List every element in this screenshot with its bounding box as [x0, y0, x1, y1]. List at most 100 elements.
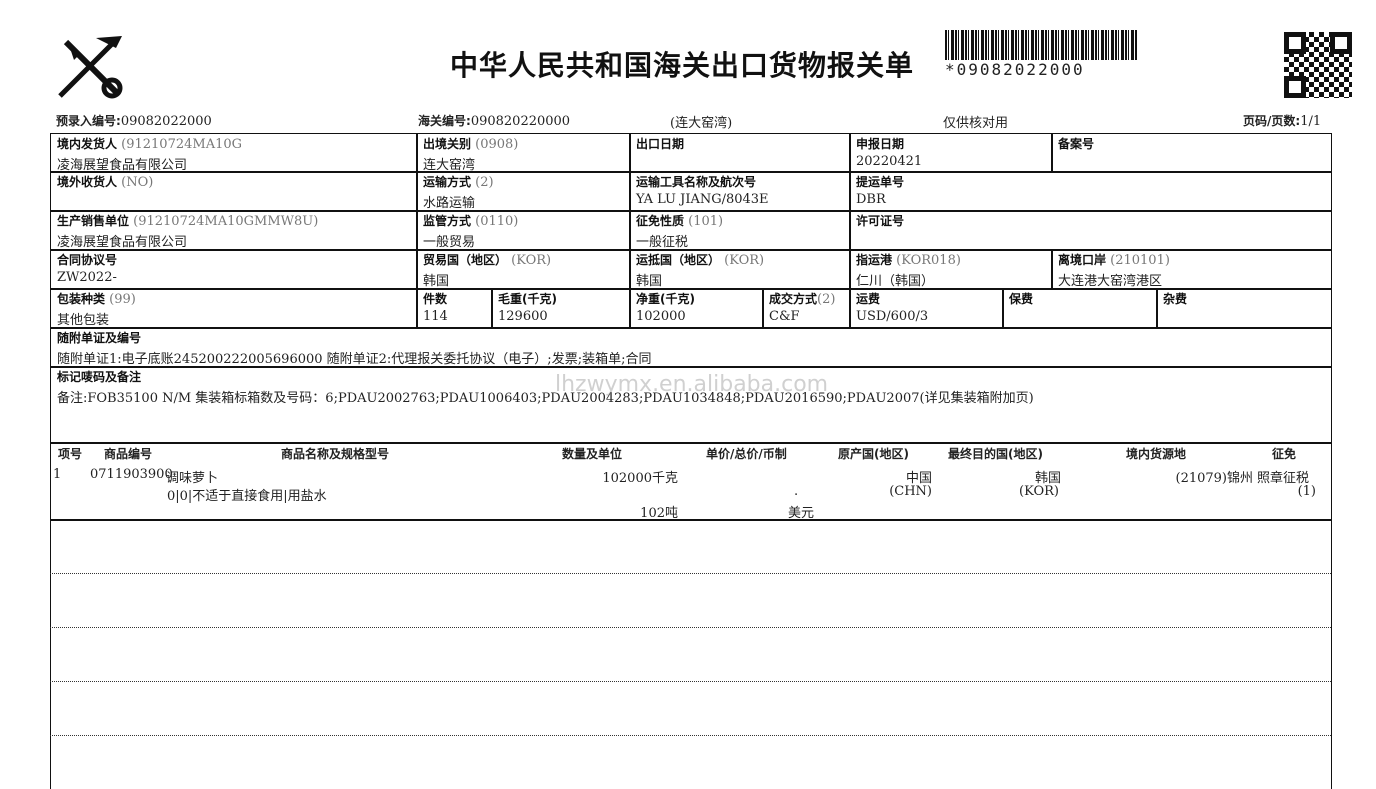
row-divider: [50, 627, 1331, 628]
field-gross-weight: 毛重(千克) 129600: [491, 288, 631, 329]
customs-number-value: 090820220000: [470, 114, 571, 129]
field-documents: 随附单证及编号 随附单证1:电子底账245200222005696000 随附单证…: [50, 327, 1332, 368]
item-origin-code: (CHN): [889, 484, 932, 499]
field-label: 境内发货人: [57, 137, 118, 151]
field-value: 一般征税: [636, 235, 689, 250]
field-code: (0908): [475, 137, 519, 152]
field-label: 净重(千克): [636, 292, 695, 306]
field-export-date: 出口日期: [629, 133, 851, 173]
field-contract: 合同协议号 ZW2022-: [50, 249, 418, 290]
field-value: 129600: [498, 309, 548, 324]
field-value: 102000: [636, 309, 686, 324]
col-header-source: 境内货源地: [1126, 447, 1187, 461]
field-label: 运费: [856, 292, 881, 306]
pre-entry-value: 09082022000: [120, 114, 212, 129]
field-exit-port: 离境口岸 (210101) 大连港大窑湾港区: [1051, 249, 1332, 290]
field-code: (2): [817, 292, 836, 307]
field-label: 贸易国（地区）: [423, 253, 508, 267]
field-label: 生产销售单位: [57, 214, 130, 228]
pre-entry-number: 预录入编号:09082022000: [56, 112, 212, 129]
item-destination: 韩国: [1034, 471, 1061, 486]
port-note: (连大窑湾): [670, 116, 733, 131]
field-code: (2): [475, 175, 494, 190]
field-label: 件数: [423, 292, 448, 306]
field-label: 保费: [1009, 292, 1034, 306]
qr-code: [1284, 32, 1352, 98]
field-label: 合同协议号: [57, 253, 118, 267]
field-label: 出口日期: [636, 137, 685, 151]
field-code: (210101): [1110, 253, 1170, 268]
field-marks-remarks: 标记唛码及备注备注:FOB35100 N/M 集装箱标箱数及号码：6;PDAU2…: [50, 366, 1332, 444]
col-header-name-spec: 商品名称及规格型号: [281, 447, 390, 461]
field-label: 提运单号: [856, 175, 905, 189]
field-label: 征免性质: [636, 214, 685, 228]
field-code: (91210724MA10GMMW8U): [133, 214, 319, 229]
field-producer: 生产销售单位 (91210724MA10GMMW8U) 凌海展望食品有限公司: [50, 210, 418, 251]
field-value: 凌海展望食品有限公司: [57, 235, 188, 250]
field-terms: 成交方式(2) C&F: [762, 288, 851, 329]
field-code: (101): [688, 214, 724, 229]
field-label: 成交方式: [769, 292, 818, 306]
field-value: 凌海展望食品有限公司: [57, 158, 188, 173]
page-title: 中华人民共和国海关出口货物报关单: [450, 49, 915, 82]
field-code: (KOR): [511, 253, 552, 268]
field-label: 包装种类: [57, 292, 106, 306]
row-divider: [50, 681, 1331, 682]
field-package: 包装种类 (99) 其他包装: [50, 288, 418, 329]
item-origin: 中国: [905, 471, 932, 486]
field-label: 杂费: [1163, 292, 1188, 306]
field-vessel: 运输工具名称及航次号 YA LU JIANG/8043E: [629, 171, 851, 212]
item-currency: 美元: [788, 506, 815, 521]
field-label: 毛重(千克): [498, 292, 557, 306]
item-code: 0711903900: [90, 467, 173, 482]
item-no: 1: [53, 467, 62, 482]
field-bl-no: 提运单号 DBR: [849, 171, 1332, 212]
field-label: 标记唛码及备注: [57, 370, 142, 384]
field-value: ZW2022-: [57, 270, 117, 285]
col-header-tax: 征免: [1272, 447, 1297, 461]
field-code: (91210724MA10G: [121, 137, 243, 152]
field-label: 境外收货人: [57, 175, 118, 189]
field-label: 运输方式: [423, 175, 472, 189]
item-quantity-2: 102吨: [640, 506, 678, 521]
field-value: 大连港大窑湾港区: [1058, 274, 1163, 289]
field-exit-customs: 出境关别 (0908) 连大窑湾: [416, 133, 631, 173]
pre-entry-label: 预录入编号:: [56, 114, 121, 128]
field-insurance: 保费: [1002, 288, 1158, 329]
field-label: 申报日期: [856, 137, 905, 151]
customs-number: 海关编号:090820220000: [418, 112, 570, 129]
field-label: 运抵国（地区）: [636, 253, 721, 267]
field-value: 韩国: [636, 274, 663, 289]
barcode: [945, 30, 1137, 60]
field-label: 随附单证及编号: [57, 331, 142, 345]
field-label: 运输工具名称及航次号: [636, 175, 757, 189]
field-label: 监管方式: [423, 214, 472, 228]
field-value: 20220421: [856, 154, 923, 169]
goods-table: [50, 442, 1332, 521]
field-label: 许可证号: [856, 214, 905, 228]
field-freight: 运费 USD/600/3: [849, 288, 1004, 329]
field-code: (KOR018): [896, 253, 961, 268]
item-spec: 0|0|不适于直接食用|用盐水: [167, 489, 327, 504]
item-name: 调味萝卜: [166, 471, 219, 486]
field-consignee: 境外收货人 (NO): [50, 171, 418, 212]
field-code: (NO): [121, 175, 154, 190]
field-net-weight: 净重(千克) 102000: [629, 288, 764, 329]
page-number-label: 页码/页数:: [1243, 114, 1301, 128]
col-header-quantity: 数量及单位: [562, 447, 623, 461]
watermark: lhzwymx.en.alibaba.com: [555, 372, 829, 397]
field-value: 仁川（韩国）: [856, 274, 935, 289]
field-pieces: 件数 114: [416, 288, 493, 329]
item-source: (21079)锦州: [1175, 471, 1254, 486]
item-destination-code: (KOR): [1019, 484, 1059, 499]
row-divider: [50, 573, 1331, 574]
barcode-number: *09082022000: [945, 60, 1085, 79]
field-code: (0110): [475, 214, 519, 229]
field-value: 水路运输: [423, 196, 476, 211]
field-dest-port: 指运港 (KOR018) 仁川（韩国）: [849, 249, 1053, 290]
field-label: 指运港: [856, 253, 893, 267]
customs-number-label: 海关编号:: [418, 114, 471, 128]
field-code: (99): [109, 292, 136, 307]
check-only-note: 仅供核对用: [943, 116, 1009, 131]
field-value: 备注:FOB35100 N/M 集装箱标箱数及号码：6;PDAU2002763;…: [57, 391, 1034, 406]
